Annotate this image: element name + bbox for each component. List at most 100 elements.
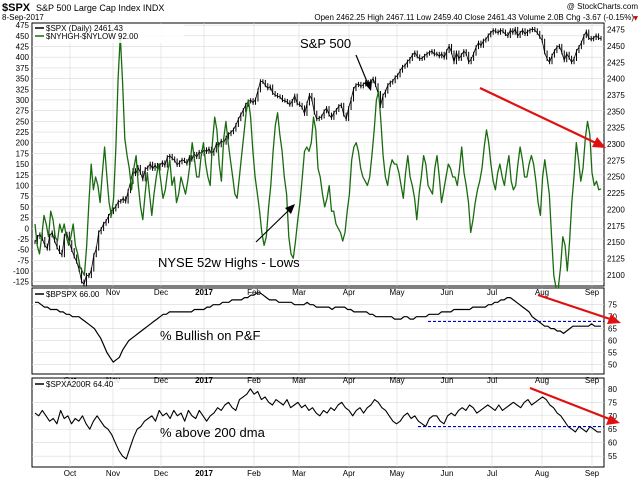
bpspx-line: [35, 292, 601, 363]
left-y-tick-label: 50: [20, 203, 29, 212]
x-tick-label: Jun: [441, 288, 454, 297]
left-y-tick-label: 175: [16, 149, 30, 158]
left-y-tick-label: 350: [16, 75, 30, 84]
header-brand: @ StockCharts.com: [567, 2, 639, 11]
top-panel-frame: [31, 22, 605, 287]
right-y-tick-label: 75: [608, 398, 617, 407]
x-tick-label: 2017: [195, 376, 213, 385]
spxa200r-line: [34, 388, 601, 460]
x-tick-label: May: [389, 288, 404, 297]
x-tick-label: Sep: [585, 288, 600, 297]
x-tick-label: Mar: [292, 376, 306, 385]
annotation-sp500-arrow-icon: [364, 81, 372, 91]
x-tick-label: Dec: [154, 376, 168, 385]
grid-layer: [32, 23, 604, 467]
trend-arrow-middle-icon: [607, 314, 621, 324]
left-y-tick-label: -50: [17, 246, 29, 255]
left-y-tick-label: 450: [16, 32, 30, 41]
x-tick-label: Jul: [487, 288, 497, 297]
header-date: 8-Sep-2017: [2, 13, 44, 22]
x-tick-label: Sep: [585, 469, 600, 478]
x-tick-label: Aug: [535, 288, 549, 297]
x-tick-label: Apr: [343, 469, 356, 478]
annotation-above-200: % above 200 dma: [160, 425, 266, 440]
x-tick-label: Sep: [585, 376, 600, 385]
right-y-tick-label: 65: [608, 425, 617, 434]
right-y-tick-label: 2225: [607, 189, 625, 198]
left-y-tick-label: 425: [16, 43, 30, 52]
left-y-tick-label: 75: [20, 192, 29, 201]
x-tick-label: Nov: [106, 288, 120, 297]
left-y-tick-label: 200: [16, 139, 30, 148]
legend-spx-label: $SPX (Daily) 2461.43: [46, 24, 123, 33]
top-legend-bg: [34, 24, 184, 43]
annotation-sp500: S&P 500: [300, 36, 351, 51]
right-y-tick-label: 80: [608, 385, 617, 394]
annotation-highs-lows-arrow-line: [255, 209, 290, 243]
right-y-tick-label: 60: [608, 439, 617, 448]
right-y-tick-label: 65: [608, 325, 617, 334]
right-y-tick-label: 2325: [607, 124, 625, 133]
x-tick-label: Apr: [343, 376, 356, 385]
left-y-tick-label: 375: [16, 64, 30, 73]
x-tick-label: Feb: [247, 376, 261, 385]
left-y-tick-label: 475: [16, 21, 30, 30]
x-tick-label: 2017: [195, 288, 213, 297]
right-y-tick-label: 2375: [607, 91, 625, 100]
right-y-tick-label: 55: [608, 349, 617, 358]
trend-arrow-bottom-icon: [606, 415, 620, 425]
x-tick-label: Nov: [106, 469, 120, 478]
left-y-tick-label: 100: [16, 182, 30, 191]
x-tick-label: 2017: [195, 469, 213, 478]
left-y-tick-label: -100: [13, 267, 30, 276]
middle-legend-bg: [34, 289, 106, 299]
spx-price-line: [34, 28, 602, 286]
left-y-tick-label: 325: [16, 85, 30, 94]
x-tick-label: Aug: [535, 469, 549, 478]
header-quote: Open 2462.25 High 2467.11 Low 2459.40 Cl…: [314, 13, 634, 22]
bottom-legend-bg: [34, 379, 120, 389]
x-tick-label: Dec: [154, 288, 168, 297]
left-y-tick-label: 25: [20, 214, 29, 223]
right-y-tick-label: 50: [608, 360, 617, 369]
x-tick-label: Jun: [441, 469, 454, 478]
x-tick-label: Aug: [535, 376, 549, 385]
x-tick-label: Mar: [292, 469, 306, 478]
series-layer: [34, 26, 604, 460]
x-tick-label: May: [389, 376, 404, 385]
left-y-tick-label: 250: [16, 117, 30, 126]
left-y-tick-label: 125: [16, 171, 30, 180]
x-tick-label: Feb: [247, 469, 261, 478]
header-symbol: $SPX: [2, 2, 31, 14]
left-y-tick-label: 275: [16, 107, 30, 116]
x-tick-label: Dec: [154, 469, 168, 478]
right-y-tick-label: 70: [608, 412, 617, 421]
middle-panel-frame: [31, 287, 605, 375]
bottom-panel-frame: [31, 377, 605, 468]
annotation-highs-lows: NYSE 52w Highs - Lows: [158, 255, 300, 270]
right-y-tick-label: 2125: [607, 255, 625, 264]
middle-legend: $BPSPX 66.00: [34, 289, 106, 299]
annotation-bullish-pf: % Bullish on P&F: [160, 328, 260, 343]
annotation-sp500-arrow-line: [355, 54, 369, 85]
right-y-tick-label: 2200: [607, 205, 625, 214]
legend-bpspx-label: $BPSPX 66.00: [46, 290, 100, 299]
trend-arrow-bottom-line: [529, 386, 613, 422]
right-y-tick-label: 2250: [607, 173, 625, 182]
top-legend: $SPX (Daily) 2461.43 $NYHGH-$NYLOW 92.00: [34, 24, 184, 43]
right-y-tick-label: 2100: [607, 271, 625, 280]
left-y-tick-label: 300: [16, 96, 30, 105]
right-y-tick-label: 2450: [607, 42, 625, 51]
right-y-tick-label: 2475: [607, 26, 625, 35]
left-y-tick-label: 150: [16, 160, 30, 169]
quote-down-arrow-icon: ▼: [633, 15, 638, 22]
left-y-tick-label: 225: [16, 128, 30, 137]
trend-arrow-middle-line: [537, 293, 614, 322]
right-y-tick-label: 2175: [607, 222, 625, 231]
bottom-legend: $SPXA200R 64.40: [34, 379, 120, 389]
right-y-tick-label: 2275: [607, 156, 625, 165]
legend-nyhgh-label: $NYHGH-$NYLOW 92.00: [46, 32, 139, 41]
left-y-tick-label: 0: [25, 224, 30, 233]
